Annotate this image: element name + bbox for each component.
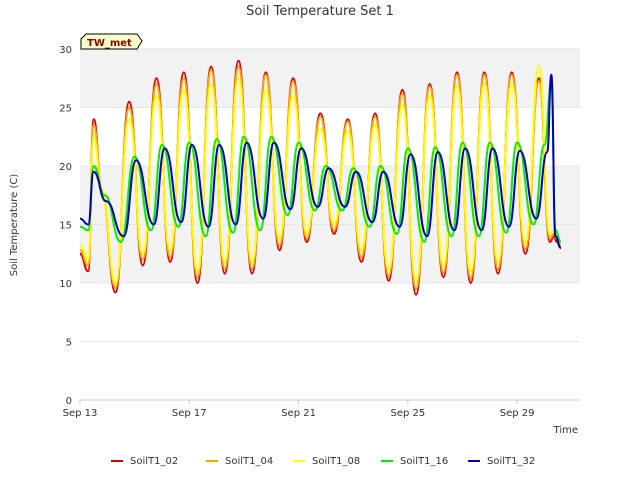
legend-label: SoilT1_32	[487, 456, 535, 467]
site-badge-label: TW_met	[87, 38, 132, 49]
x-tick-label: Sep 25	[390, 408, 425, 419]
grid-band	[80, 224, 580, 283]
y-tick-label: 15	[59, 221, 72, 232]
y-tick-label: 10	[59, 279, 72, 290]
x-axis-label: Time	[553, 425, 578, 436]
legend-label: SoilT1_16	[400, 456, 448, 467]
site-badge: TW_met	[80, 33, 143, 50]
x-tick-label: Sep 17	[172, 408, 207, 419]
legend-item: SoilT1_08	[293, 456, 360, 467]
legend-item: SoilT1_32	[468, 456, 535, 467]
legend-item: SoilT1_04	[206, 456, 273, 467]
y-axis-label: Soil Temperature (C)	[9, 174, 20, 277]
series-line-soilt1-16	[79, 83, 562, 243]
y-tick-labels: 0 5 10 15 20 25 30	[59, 45, 72, 407]
y-tick-label: 30	[59, 45, 72, 56]
legend-label: SoilT1_08	[312, 456, 360, 467]
x-tick-labels: Sep 13 Sep 17 Sep 21 Sep 25 Sep 29	[63, 400, 535, 419]
x-tick-label: Sep 21	[281, 408, 316, 419]
y-tick-label: 5	[66, 338, 72, 349]
series-lines	[79, 59, 562, 296]
chart-title: Soil Temperature Set 1	[246, 4, 394, 19]
legend-item: SoilT1_16	[381, 456, 448, 467]
legend-item: SoilT1_02	[111, 456, 178, 467]
x-tick-label: Sep 13	[63, 408, 98, 419]
series-line-soilt1-32	[79, 73, 562, 249]
site-badge-box	[80, 33, 143, 50]
grid-band	[80, 49, 580, 108]
x-tick-label: Sep 29	[500, 408, 535, 419]
y-tick-label: 20	[59, 162, 72, 173]
legend-label: SoilT1_02	[130, 456, 178, 467]
y-tick-label: 25	[59, 104, 72, 115]
y-tick-label: 0	[66, 396, 72, 407]
legend-label: SoilT1_04	[225, 456, 273, 467]
legend: SoilT1_02 SoilT1_04 SoilT1_08 SoilT1_16 Soil…	[111, 456, 535, 467]
